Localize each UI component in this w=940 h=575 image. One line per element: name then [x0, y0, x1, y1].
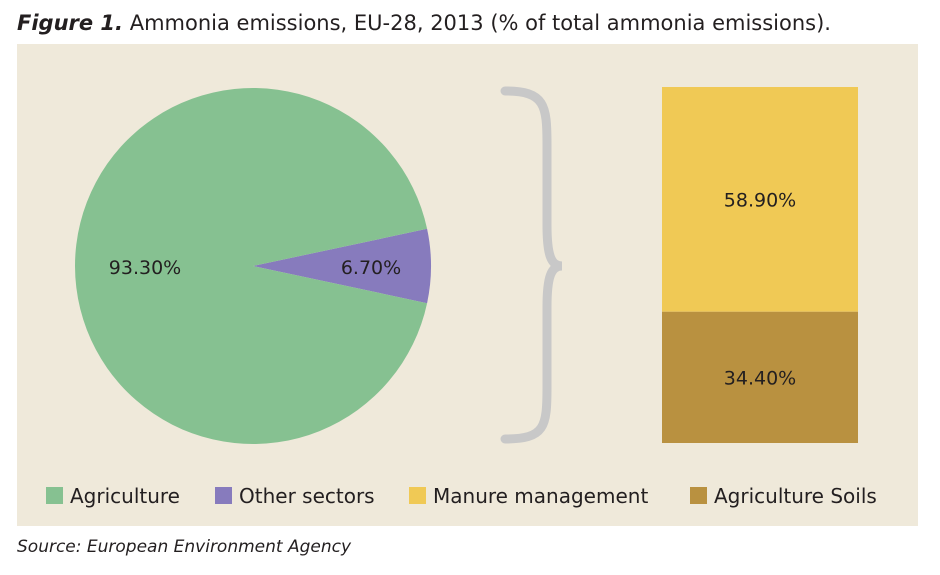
bar-segment-agriculture-soils [662, 311, 858, 443]
legend-label-other-sectors: Other sectors [239, 484, 375, 508]
legend-label-agriculture-soils: Agriculture Soils [714, 484, 877, 508]
legend-item-agriculture: Agriculture [46, 484, 180, 508]
bar-label-agriculture-soils: 34.40% [724, 367, 796, 389]
bar-label-manure-management: 58.90% [724, 189, 796, 211]
legend-swatch-other-sectors [215, 487, 232, 504]
stacked-bar-chart: 58.90% 34.40% [662, 87, 858, 443]
chart-title: Figure 1. Ammonia emissions, EU-28, 2013… [17, 11, 831, 35]
legend-swatch-agriculture [46, 487, 63, 504]
pie-slice-other-sectors [253, 228, 431, 304]
pie-slice-agriculture [74, 87, 428, 444]
legend-item-manure-management: Manure management [409, 484, 648, 508]
legend: Agriculture Other sectors Manure managemen… [46, 484, 877, 508]
brace-connector [500, 86, 563, 444]
legend-swatch-manure-management [409, 487, 426, 504]
pie-label-agriculture: 93.30% [109, 257, 181, 279]
legend-label-agriculture: Agriculture [70, 484, 180, 508]
pie-label-other-sectors: 6.70% [341, 257, 401, 279]
legend-item-agriculture-soils: Agriculture Soils [690, 484, 877, 508]
legend-label-manure-management: Manure management [433, 484, 648, 508]
pie-chart: 93.30% 6.70% [74, 87, 431, 444]
bar-segment-manure-management [662, 87, 858, 312]
legend-item-other-sectors: Other sectors [215, 484, 375, 508]
figure-number: Figure 1. [17, 11, 124, 35]
figure-title: Ammonia emissions, EU-28, 2013 (% of tot… [129, 11, 831, 35]
legend-swatch-agriculture-soils [690, 487, 707, 504]
source-note: Source: European Environment Agency [17, 537, 352, 557]
